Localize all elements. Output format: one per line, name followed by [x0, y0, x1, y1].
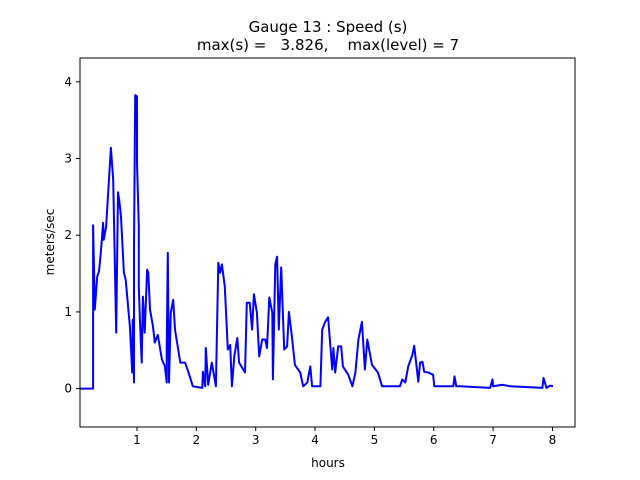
y-axis-label: meters/sec [43, 209, 57, 276]
x-tick-label: 2 [193, 433, 201, 447]
y-tick-label: 4 [64, 75, 72, 89]
x-tick-label: 7 [489, 433, 497, 447]
y-tick-label: 1 [64, 305, 72, 319]
x-tick-label: 6 [430, 433, 438, 447]
y-axis: 0 1 2 3 4 [64, 75, 80, 396]
y-tick-label: 3 [64, 151, 72, 165]
x-tick-label: 5 [371, 433, 379, 447]
axes-frame [79, 57, 576, 428]
chart-subtitle: max(s) = 3.826, max(level) = 7 [197, 36, 459, 54]
x-axis-label: hours [311, 456, 345, 470]
y-tick-label: 2 [64, 228, 72, 242]
x-tick-label: 3 [252, 433, 260, 447]
plot-area [80, 94, 554, 390]
x-tick-label: 4 [311, 433, 319, 447]
x-axis: 1 2 3 4 5 6 7 8 [133, 427, 556, 447]
x-tick-label: 1 [133, 433, 141, 447]
x-tick-label: 8 [549, 433, 557, 447]
series-line-speed [80, 94, 554, 390]
y-tick-label: 0 [64, 382, 72, 396]
chart-title: Gauge 13 : Speed (s) [249, 18, 408, 36]
